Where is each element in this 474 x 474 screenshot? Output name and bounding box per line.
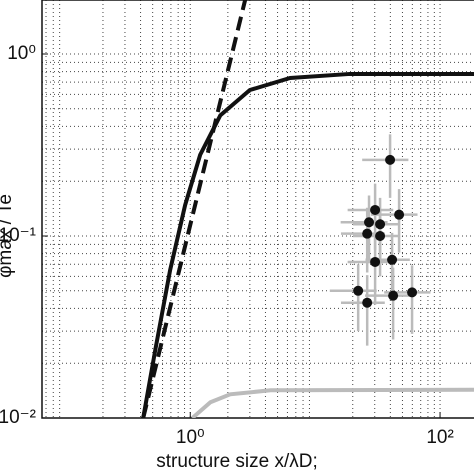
data-point bbox=[407, 287, 418, 298]
data-point bbox=[362, 297, 373, 308]
line-series bbox=[191, 387, 474, 418]
x-tick-label: 10² bbox=[426, 427, 453, 448]
y-tick-label: 10⁰ bbox=[7, 43, 36, 64]
data-point bbox=[385, 154, 396, 165]
x-tick-label: 10⁰ bbox=[176, 427, 205, 448]
y-tick-label: 10⁻¹ bbox=[0, 225, 36, 246]
data-point bbox=[362, 228, 373, 239]
line-series bbox=[141, 71, 474, 418]
data-point bbox=[353, 285, 364, 296]
data-point bbox=[375, 230, 386, 241]
data-point bbox=[370, 204, 381, 215]
axes-frame bbox=[41, 0, 474, 419]
data-point bbox=[387, 254, 398, 265]
line-series bbox=[141, 0, 248, 418]
y-tick-label: 10⁻² bbox=[0, 407, 36, 428]
data-point bbox=[394, 209, 405, 220]
data-point bbox=[364, 217, 375, 228]
data-point bbox=[388, 290, 399, 301]
y-axis-label: φmax / Te bbox=[0, 194, 16, 278]
data-point bbox=[370, 256, 381, 267]
x-axis-label: structure size x/λD; bbox=[156, 451, 318, 472]
data-point bbox=[375, 219, 386, 230]
